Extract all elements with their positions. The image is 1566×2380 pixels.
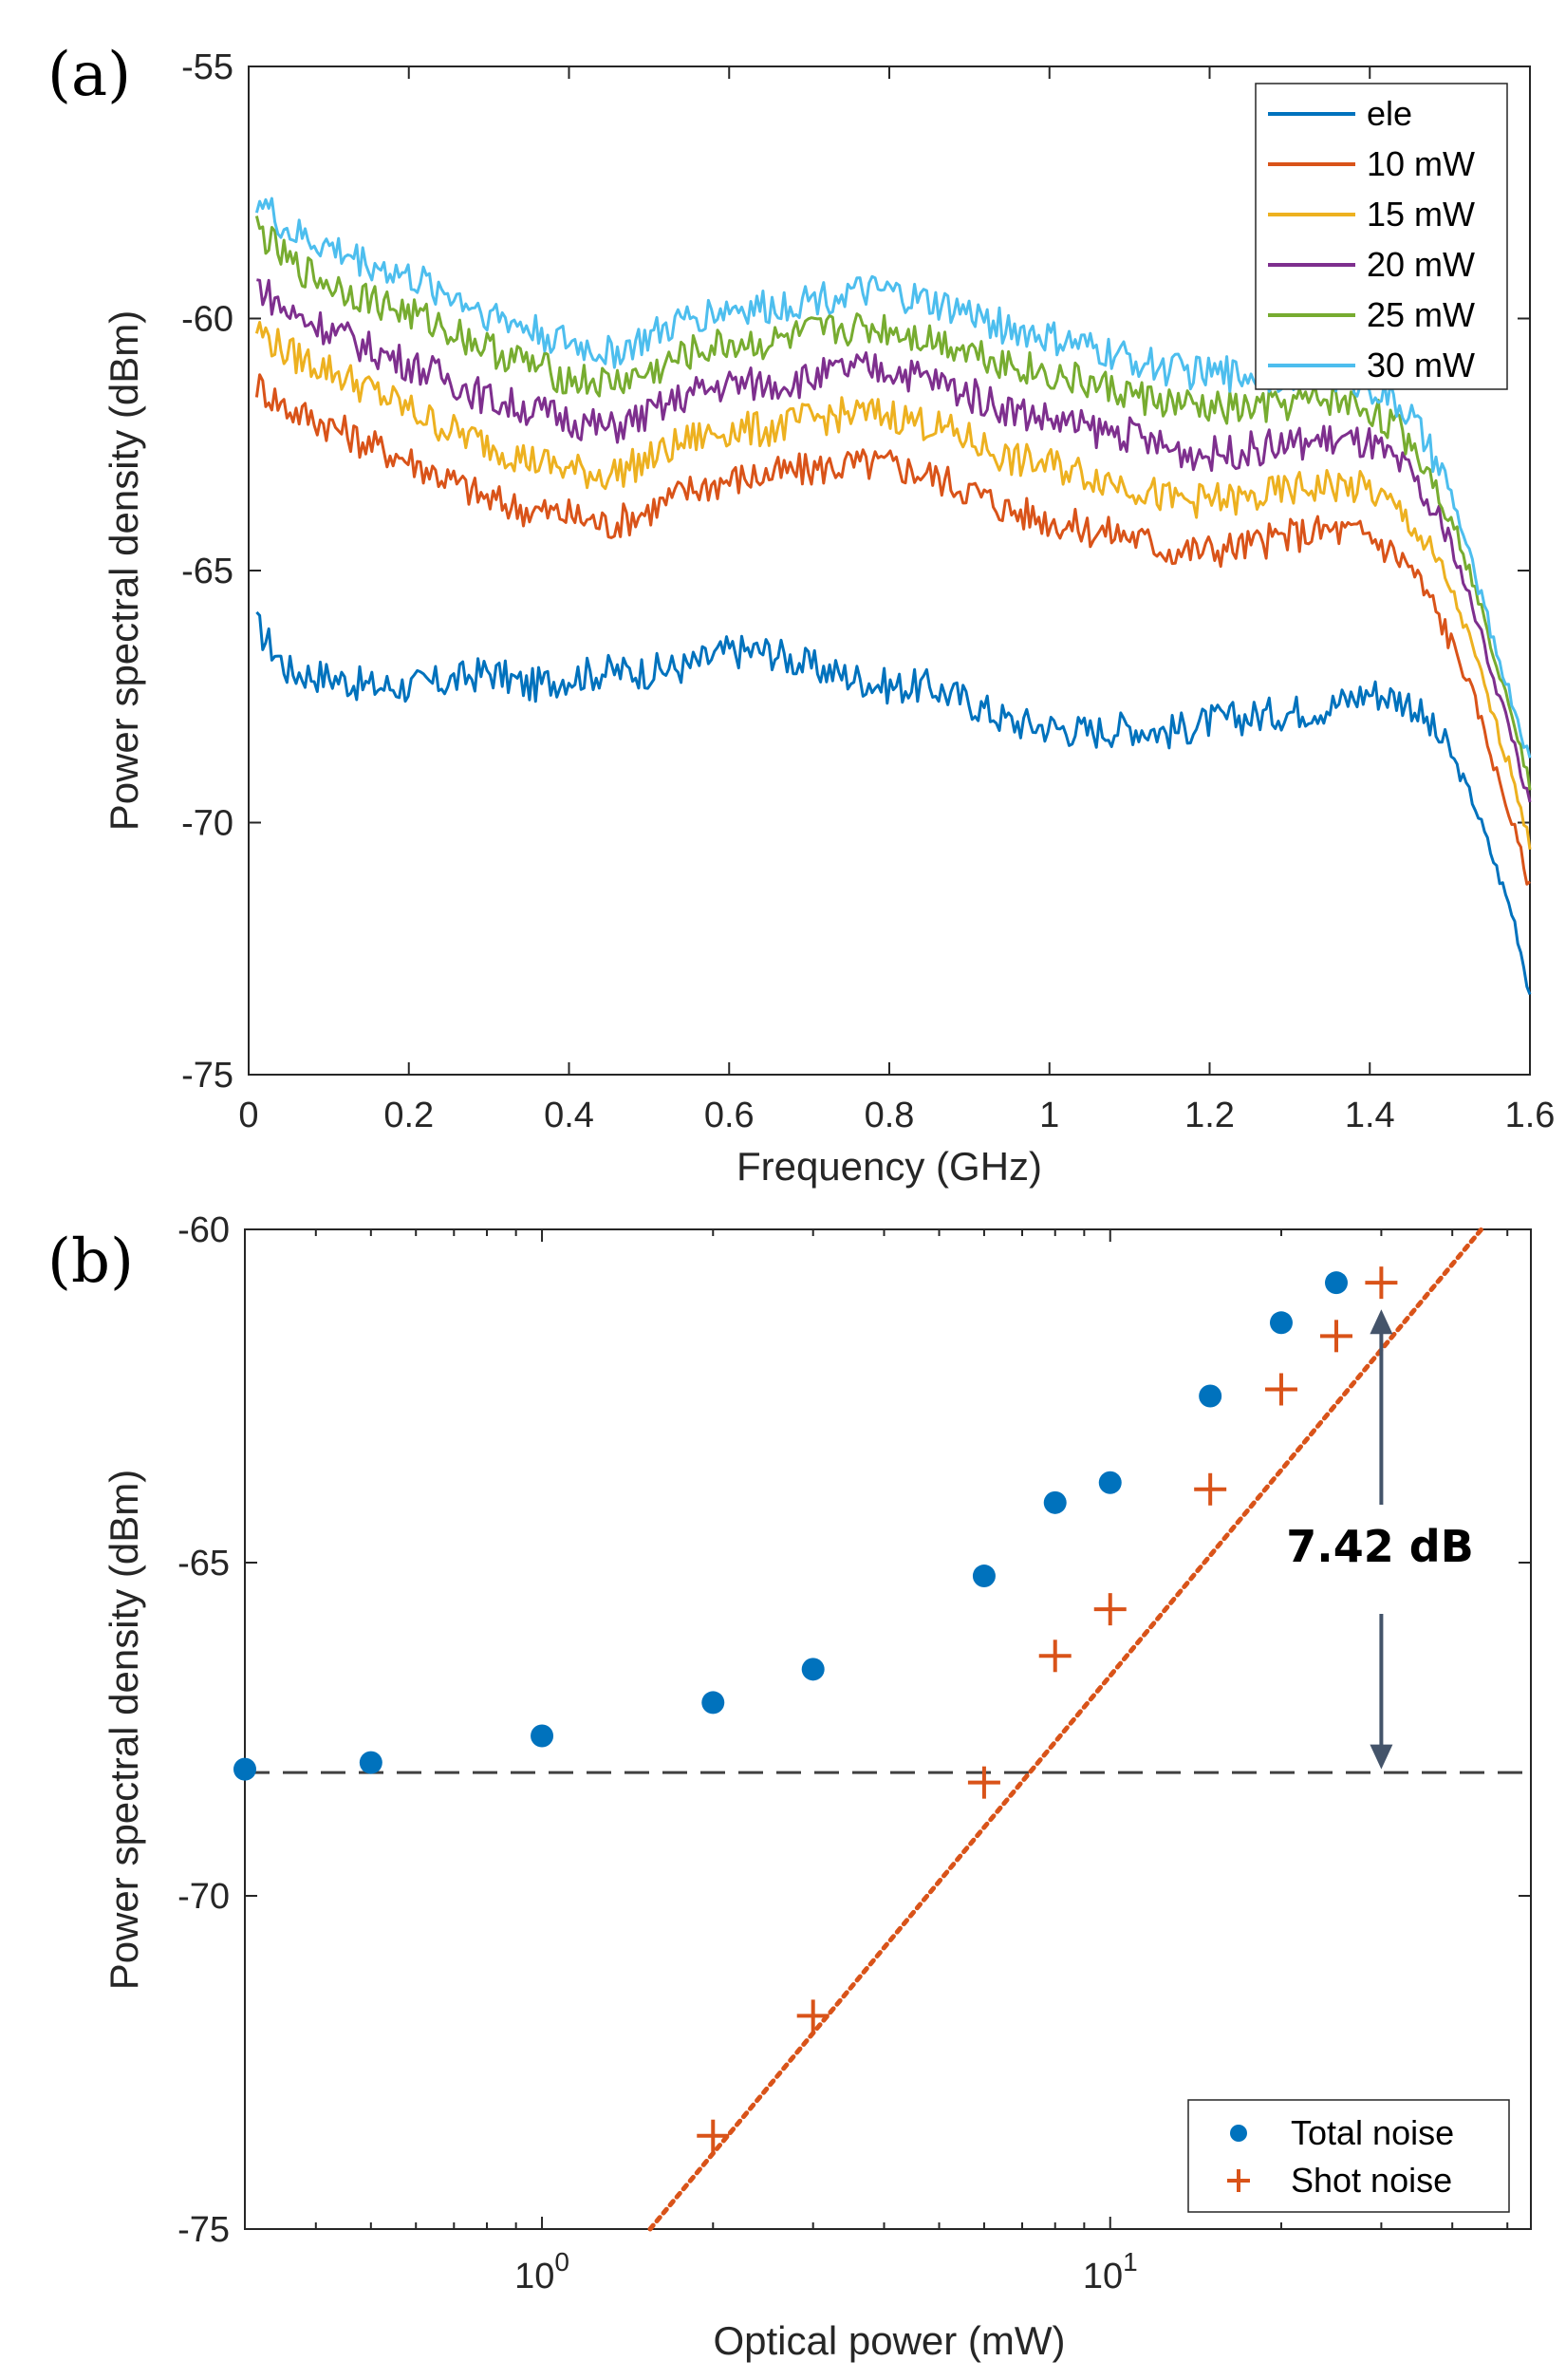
legend-box <box>1187 2099 1510 2213</box>
series-line-25-mw <box>254 216 1532 791</box>
y-tick-label: -65 <box>181 552 233 591</box>
total-noise-point <box>701 1691 725 1715</box>
y-tick-label: -70 <box>181 804 233 844</box>
legend-box <box>1255 83 1508 390</box>
x-tick-exponent: 0 <box>554 2247 569 2277</box>
shot-noise-point <box>967 1766 1000 1799</box>
panel-a-label: (a) <box>47 40 131 110</box>
panel-a-lines <box>254 197 1532 996</box>
legend-label: 15 mW <box>1367 195 1475 234</box>
legend-swatch-total <box>1230 2125 1247 2142</box>
panel-a-legend: ele 10 mW 15 mW 20 mW 25 mW 30 mW <box>1255 83 1508 390</box>
total-noise-point <box>1324 1271 1348 1295</box>
panel-b-axes-box <box>244 1228 1532 2230</box>
x-tick-label: 1.6 <box>1505 1096 1556 1135</box>
x-tick-label: 1.2 <box>1184 1096 1235 1135</box>
shot-noise-fit-line <box>647 1227 1484 2232</box>
shot-noise-point <box>697 2119 730 2152</box>
panel-b-legend: Total noise Shot noise <box>1187 2099 1510 2213</box>
series-line-15-mw <box>254 321 1532 851</box>
legend-label: 30 mW <box>1367 346 1475 384</box>
total-noise-point <box>1043 1490 1067 1514</box>
x-tick-base: 10 <box>1083 2257 1123 2296</box>
y-tick-label: -65 <box>177 1544 230 1584</box>
legend-label: Total noise <box>1291 2113 1454 2152</box>
shot-noise-point <box>1038 1640 1072 1673</box>
y-tick-label: -60 <box>177 1210 230 1250</box>
series-line-10-mw <box>254 373 1531 886</box>
x-tick-label: 100 <box>514 2247 569 2296</box>
x-tick-base: 10 <box>514 2257 554 2296</box>
x-tick-label: 1.4 <box>1345 1096 1395 1135</box>
panel-a-xlabel: Frequency (GHz) <box>736 1144 1042 1189</box>
panel-b-ylabel: Power spectral density (dBm) <box>102 1470 146 1991</box>
y-tick-label: -75 <box>181 1056 233 1096</box>
x-tick-label: 0.2 <box>383 1096 434 1135</box>
gap-annotation-label: 7.42 dB <box>1286 1521 1474 1572</box>
shot-noise-point <box>1365 1266 1398 1300</box>
panel-b-xlabel: Optical power (mW) <box>713 2318 1065 2363</box>
panel-b-points <box>233 1266 1398 2152</box>
shot-noise-point <box>1264 1373 1297 1406</box>
total-noise-point <box>359 1751 382 1774</box>
panel-b-lines <box>245 1227 1531 2232</box>
legend-label: Shot noise <box>1291 2161 1452 2200</box>
legend-label: 25 mW <box>1367 295 1475 334</box>
y-tick-label: -75 <box>177 2210 230 2250</box>
gap-arrow-head-up <box>1370 1309 1393 1335</box>
x-tick-label: 0.6 <box>704 1096 755 1135</box>
shot-noise-point <box>796 1999 830 2033</box>
legend-label: 10 mW <box>1367 144 1475 183</box>
series-line-20-mw <box>256 278 1532 803</box>
panel-b-label: (b) <box>47 1227 134 1297</box>
y-tick-label: -70 <box>177 1877 230 1917</box>
total-noise-point <box>1269 1311 1293 1335</box>
total-noise-point <box>1098 1471 1122 1494</box>
x-tick-label: 1 <box>1039 1096 1059 1135</box>
x-tick-exponent: 1 <box>1123 2247 1138 2277</box>
total-noise-point <box>233 1757 256 1781</box>
gap-arrow-head-down <box>1370 1744 1393 1770</box>
series-line-ele <box>255 610 1532 996</box>
panel-a-ylabel: Power spectral density (dBm) <box>102 310 146 832</box>
panel-a-ticks: 0 0.2 0.4 0.6 0.8 1 1.2 1.4 1.6 -75 -70 -65 -60 -55 <box>181 47 1555 1135</box>
y-tick-label: -60 <box>181 300 233 340</box>
x-tick-label: 101 <box>1083 2247 1138 2296</box>
x-tick-label: 0.8 <box>865 1096 915 1135</box>
x-tick-label: 0 <box>238 1096 258 1135</box>
total-noise-point <box>801 1658 825 1681</box>
total-noise-point <box>531 1724 554 1748</box>
legend-label: 20 mW <box>1367 245 1475 284</box>
panel-a: (a) 0 0.2 0.4 0.6 0.8 1 1.2 1.4 1.6 -75 -70 -65 -60 -… <box>47 40 1555 1189</box>
legend-label: ele <box>1367 94 1412 133</box>
shot-noise-point <box>1319 1320 1352 1353</box>
x-tick-label: 0.4 <box>544 1096 594 1135</box>
panel-b: (b) 100 101-75-70-65-60 Optical power (mW… <box>47 1210 1532 2363</box>
shot-noise-point <box>1093 1593 1127 1626</box>
y-tick-label: -55 <box>181 47 233 87</box>
legend-swatch-shot <box>1227 2169 1250 2192</box>
shot-noise-point <box>1194 1472 1227 1506</box>
total-noise-point <box>1199 1384 1222 1408</box>
panel-b-ticks: 100 101-75-70-65-60 <box>177 1210 1531 2296</box>
total-noise-point <box>972 1565 996 1588</box>
